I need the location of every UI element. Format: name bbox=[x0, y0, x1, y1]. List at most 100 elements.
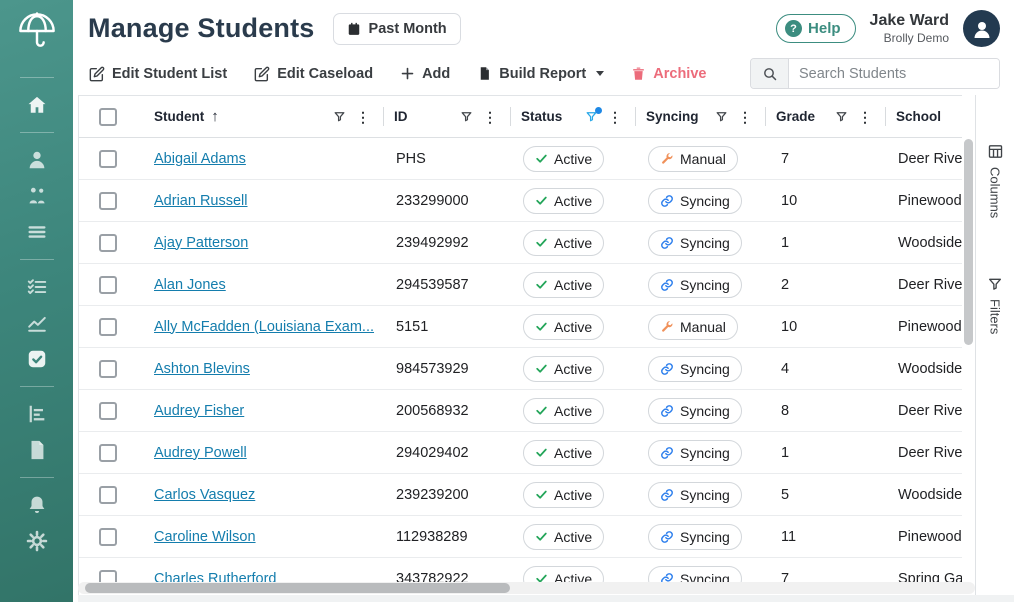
status-badge-label: Active bbox=[554, 150, 593, 167]
row-checkbox[interactable] bbox=[99, 275, 117, 294]
student-link[interactable]: Caroline Wilson bbox=[154, 528, 256, 545]
sidebar-item-home[interactable] bbox=[19, 87, 55, 123]
syncing-badge-label: Syncing bbox=[680, 444, 730, 461]
student-link[interactable]: Abigail Adams bbox=[154, 150, 246, 167]
search-icon bbox=[751, 59, 789, 88]
check-icon bbox=[536, 322, 547, 331]
column-menu-icon[interactable]: ⋮ bbox=[858, 108, 872, 125]
student-school: Deer River A bbox=[898, 444, 962, 461]
filter-funnel-icon[interactable] bbox=[835, 110, 848, 123]
sidebar-item-menu[interactable] bbox=[19, 214, 55, 250]
sidebar-divider bbox=[19, 132, 54, 133]
sidebar-item-progress[interactable] bbox=[19, 305, 55, 341]
column-header-syncing[interactable]: Syncing ⋮ bbox=[636, 96, 766, 137]
horizontal-scrollbar-thumb[interactable] bbox=[85, 583, 510, 593]
row-checkbox[interactable] bbox=[99, 191, 117, 210]
sidebar-item-settings[interactable] bbox=[19, 523, 55, 559]
row-checkbox[interactable] bbox=[99, 317, 117, 336]
student-link[interactable]: Alan Jones bbox=[154, 276, 226, 293]
search-input[interactable] bbox=[789, 59, 999, 88]
sidebar-item-documents[interactable] bbox=[19, 432, 55, 468]
row-checkbox[interactable] bbox=[99, 149, 117, 168]
student-id: 294539587 bbox=[396, 276, 469, 293]
vertical-scrollbar[interactable] bbox=[962, 95, 975, 602]
sidebar-divider bbox=[19, 477, 54, 478]
column-header-label: Syncing bbox=[646, 109, 699, 124]
column-menu-icon[interactable]: ⋮ bbox=[738, 108, 752, 125]
sidebar-item-notifications[interactable] bbox=[19, 487, 55, 523]
vertical-scrollbar-thumb[interactable] bbox=[964, 139, 973, 345]
syncing-badge-label: Syncing bbox=[680, 276, 730, 293]
row-checkbox[interactable] bbox=[99, 485, 117, 504]
sidebar-item-checklist[interactable] bbox=[19, 269, 55, 305]
syncing-badge: Syncing bbox=[648, 355, 742, 382]
sidebar-item-tasks[interactable] bbox=[19, 341, 55, 377]
sidebar bbox=[0, 0, 73, 602]
check-icon bbox=[536, 574, 547, 583]
column-menu-icon[interactable]: ⋮ bbox=[356, 108, 370, 125]
sidebar-item-caseload[interactable] bbox=[19, 178, 55, 214]
student-id: 984573929 bbox=[396, 360, 469, 377]
student-link[interactable]: Ashton Blevins bbox=[154, 360, 250, 377]
column-header-label: ID bbox=[394, 109, 408, 124]
build-report-button[interactable]: Build Report bbox=[477, 65, 605, 82]
column-header-student[interactable]: Student ↑ ⋮ bbox=[144, 96, 384, 137]
table-row: Ajay Patterson 239492992 Active Syncing … bbox=[79, 222, 962, 264]
student-link[interactable]: Ajay Patterson bbox=[154, 234, 249, 251]
toolbar: Edit Student List Edit Caseload Add Buil… bbox=[73, 57, 1014, 90]
row-checkbox[interactable] bbox=[99, 443, 117, 462]
page-title: Manage Students bbox=[88, 13, 315, 43]
period-button[interactable]: Past Month bbox=[332, 12, 461, 45]
student-id: 239492992 bbox=[396, 234, 469, 251]
filter-funnel-icon[interactable] bbox=[460, 110, 473, 123]
column-header-id[interactable]: ID ⋮ bbox=[384, 96, 511, 137]
row-checkbox[interactable] bbox=[99, 359, 117, 378]
sort-asc-icon[interactable]: ↑ bbox=[211, 108, 219, 125]
status-badge: Active bbox=[523, 481, 605, 508]
filter-funnel-icon[interactable] bbox=[333, 110, 346, 123]
chevron-down-icon bbox=[596, 71, 605, 76]
sidebar-divider bbox=[19, 259, 54, 260]
row-checkbox[interactable] bbox=[99, 527, 117, 546]
wrench-icon bbox=[662, 152, 673, 164]
sidebar-item-reports[interactable] bbox=[19, 396, 55, 432]
student-link[interactable]: Audrey Powell bbox=[154, 444, 247, 461]
student-grade: 4 bbox=[781, 360, 790, 377]
row-checkbox[interactable] bbox=[99, 233, 117, 252]
horizontal-scrollbar[interactable] bbox=[78, 582, 975, 594]
sidebar-item-students[interactable] bbox=[19, 142, 55, 178]
column-menu-icon[interactable]: ⋮ bbox=[608, 108, 622, 125]
column-header-school[interactable]: School bbox=[886, 96, 966, 137]
table-row: Audrey Fisher 200568932 Active Syncing 8… bbox=[79, 390, 962, 432]
column-menu-icon[interactable]: ⋮ bbox=[483, 108, 497, 125]
edit-icon bbox=[254, 66, 270, 81]
add-button[interactable]: Add bbox=[400, 66, 450, 82]
filter-funnel-icon[interactable] bbox=[715, 110, 728, 123]
help-button[interactable]: ? Help bbox=[776, 14, 856, 43]
document-icon bbox=[31, 440, 43, 460]
filters-tab[interactable]: Filters bbox=[987, 276, 1003, 335]
archive-button[interactable]: Archive bbox=[631, 66, 706, 82]
status-badge-label: Active bbox=[554, 402, 593, 419]
column-header-status[interactable]: Status ⋮ bbox=[511, 96, 636, 137]
columns-icon bbox=[988, 145, 1002, 158]
filter-funnel-icon[interactable] bbox=[585, 107, 602, 123]
status-badge: Active bbox=[523, 313, 605, 340]
link-icon bbox=[661, 362, 673, 375]
avatar-person-icon bbox=[974, 21, 989, 38]
student-link[interactable]: Audrey Fisher bbox=[154, 402, 245, 419]
edit-caseload-button[interactable]: Edit Caseload bbox=[254, 66, 373, 82]
student-link[interactable]: Adrian Russell bbox=[154, 192, 248, 209]
avatar[interactable] bbox=[963, 10, 1000, 47]
row-checkbox[interactable] bbox=[99, 401, 117, 420]
select-all-checkbox[interactable] bbox=[99, 107, 117, 126]
edit-student-list-button[interactable]: Edit Student List bbox=[89, 66, 227, 82]
student-link[interactable]: Carlos Vasquez bbox=[154, 486, 256, 503]
bell-icon bbox=[29, 496, 44, 513]
columns-tab[interactable]: Columns bbox=[987, 143, 1004, 218]
status-badge-label: Active bbox=[554, 192, 593, 209]
column-header-grade[interactable]: Grade ⋮ bbox=[766, 96, 886, 137]
student-link[interactable]: Ally McFadden (Louisiana Exam... bbox=[154, 318, 375, 335]
build-report-label: Build Report bbox=[499, 65, 587, 82]
question-circle-icon: ? bbox=[785, 20, 803, 37]
